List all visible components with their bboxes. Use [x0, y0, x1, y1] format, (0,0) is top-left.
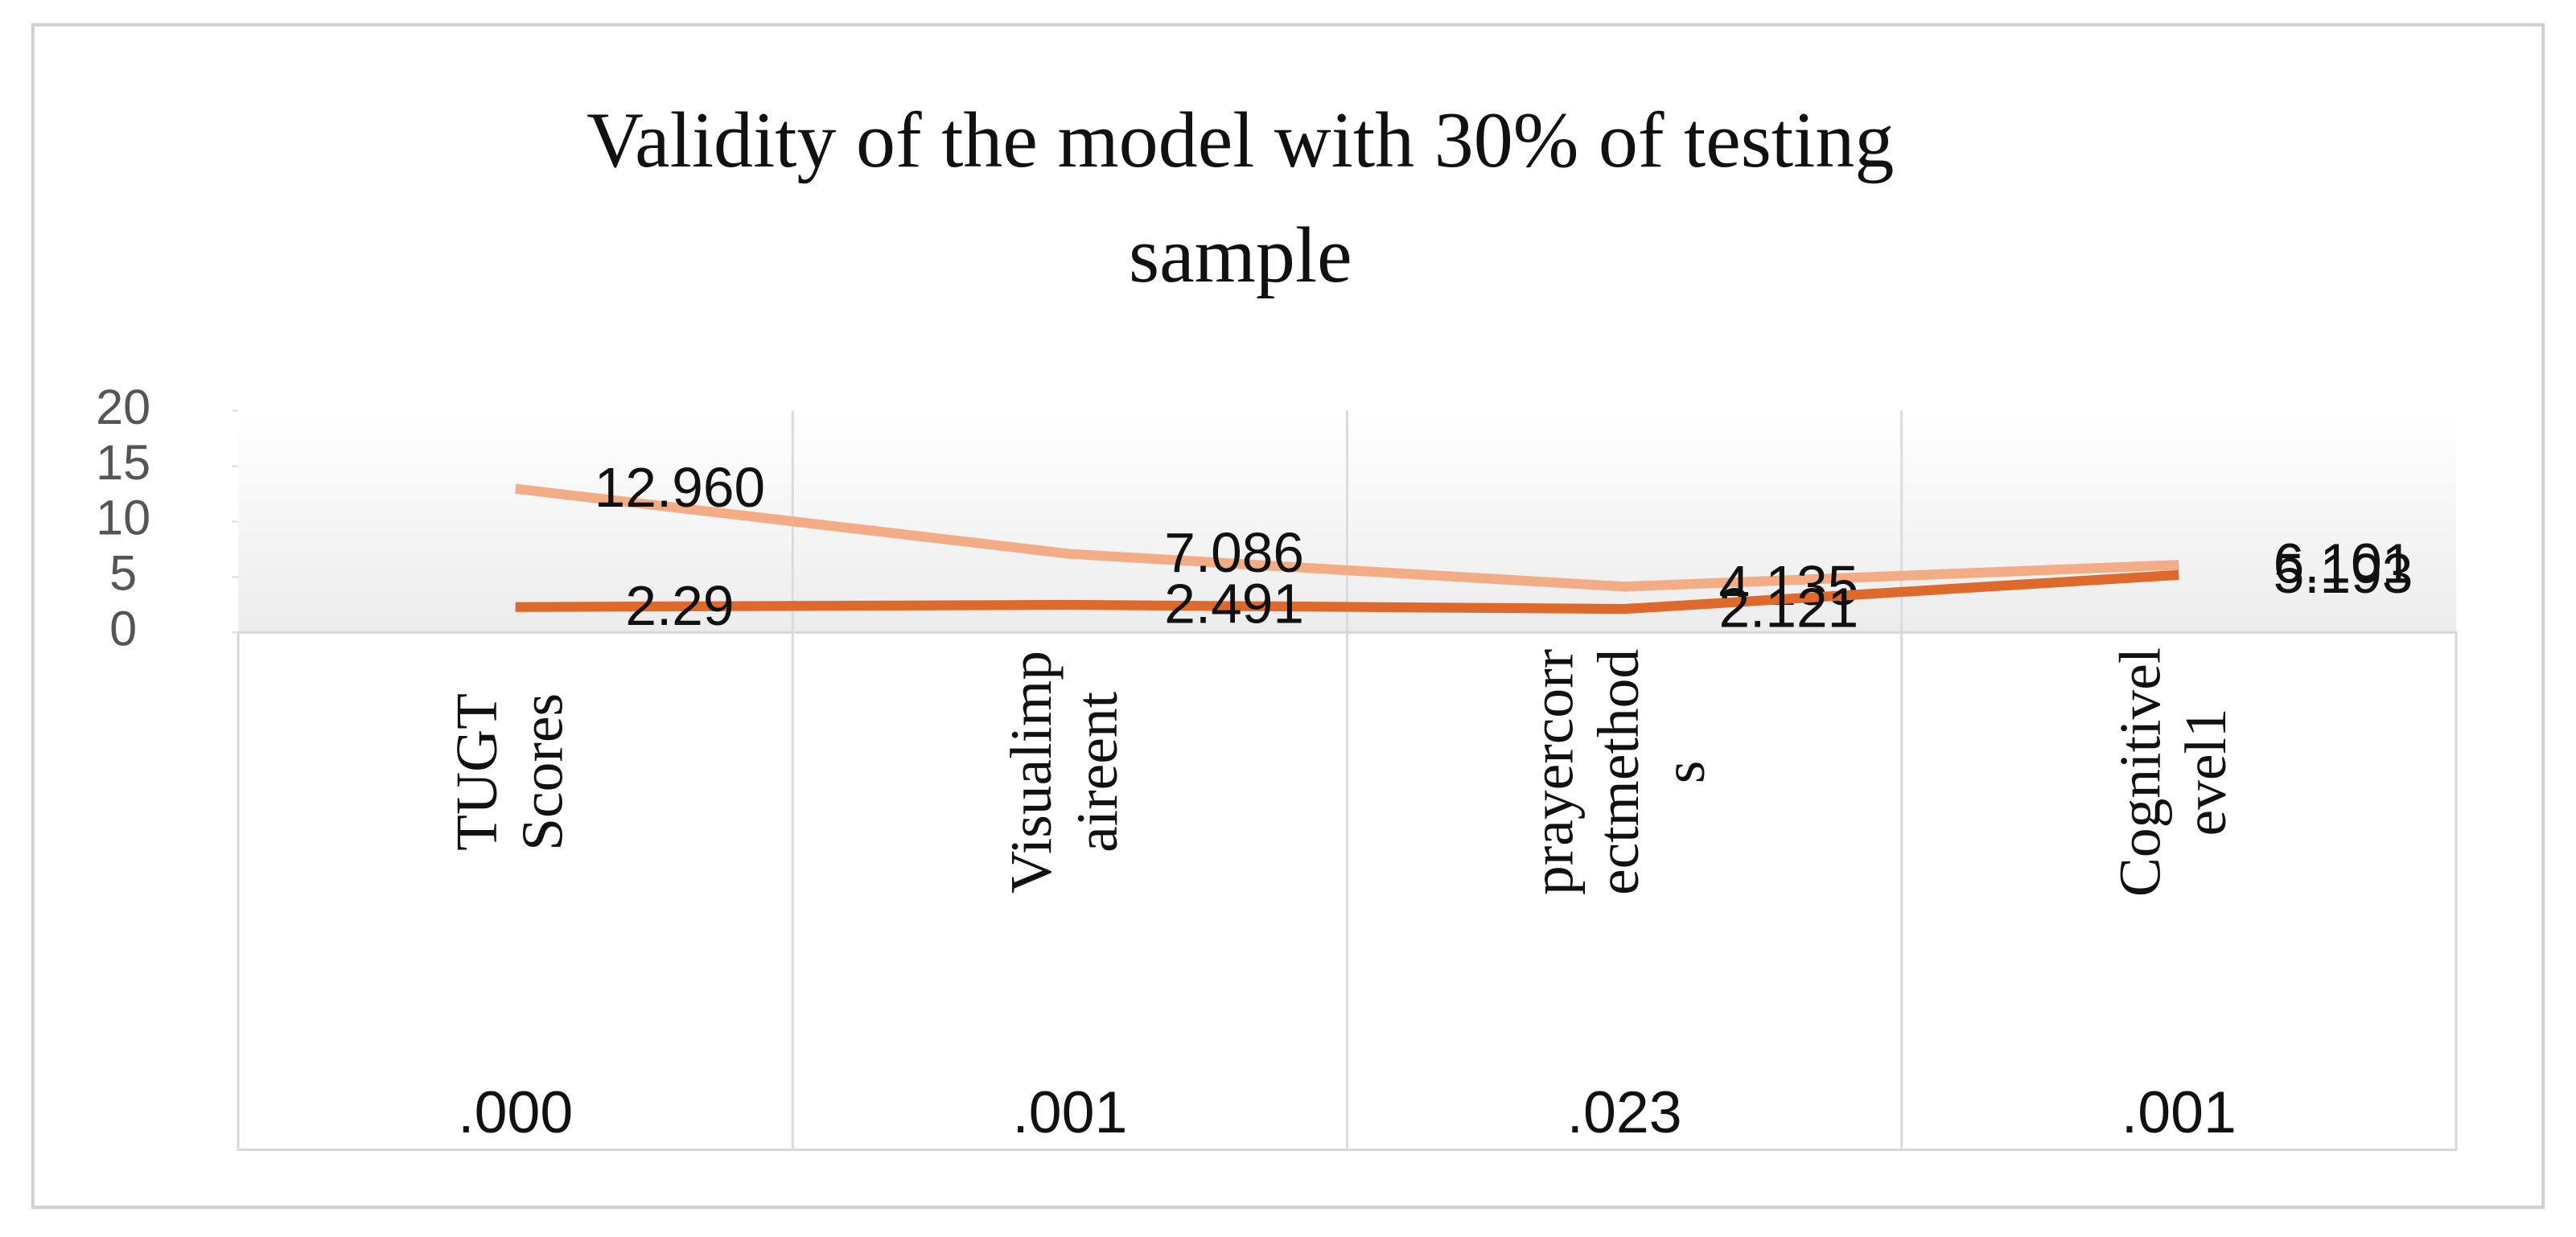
table-value: .001: [2121, 1079, 2237, 1145]
data-label: 5.193: [2274, 542, 2413, 605]
category-label: Cognitivelevel1: [2106, 647, 2238, 897]
y-tick-label: 0: [109, 602, 137, 656]
table-value: .023: [1567, 1079, 1682, 1145]
series-line: [515, 569, 2179, 614]
y-tick-label: 10: [96, 491, 150, 545]
data-label: 6.101: [2274, 532, 2413, 595]
data-label: 2.121: [1718, 577, 1858, 639]
category-label: TUGTScores: [443, 693, 575, 851]
y-tick-label: 20: [96, 380, 150, 434]
data-label: 7.086: [1164, 521, 1304, 584]
category-label: Visualimpaireent: [998, 651, 1130, 894]
chart-title: Validity of the model with 30% of testin…: [586, 97, 1894, 298]
category-label: prayercorrectmethods: [1519, 649, 1716, 895]
data-label: 2.29: [625, 574, 734, 637]
y-tick-label: 5: [109, 546, 137, 601]
data-label: 12.960: [595, 456, 765, 519]
y-tick-label: 15: [96, 435, 150, 490]
table-value: .000: [458, 1079, 573, 1145]
table-value: .001: [1012, 1079, 1127, 1145]
series-line: [514, 483, 2179, 592]
data-label: 2.491: [1164, 572, 1304, 635]
